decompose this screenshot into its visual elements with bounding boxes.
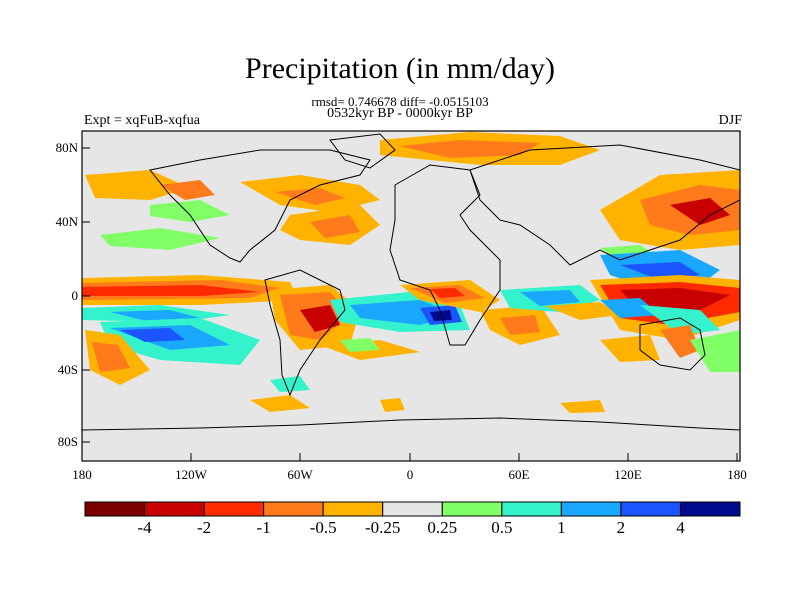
anomaly-patch (250, 395, 310, 412)
x-tick-label: 60E (508, 467, 530, 482)
anomaly-patch (430, 310, 452, 321)
anomaly-patch (275, 188, 345, 205)
y-tick-label: 40N (55, 214, 78, 229)
australia-outline (639, 317, 706, 371)
anomaly-patch (670, 198, 730, 225)
map-title: Precipitation (in mm/day) (245, 52, 555, 85)
axis-ticks (81, 147, 738, 461)
colorbar-label: -0.5 (309, 518, 337, 537)
x-tick-label: 120W (175, 467, 207, 482)
anomaly-patch (660, 325, 700, 358)
colorbar-swatch (382, 501, 443, 517)
precipitation-anomalies (82, 132, 740, 413)
south-america-outline (264, 269, 346, 397)
north-america-outline (149, 149, 371, 263)
anomaly-patch (545, 302, 620, 320)
anomaly-patch (400, 140, 540, 158)
x-tick-label: 60W (287, 467, 313, 482)
experiment-label: Expt = xqFuB-xqfua (84, 113, 200, 128)
season-label: DJF (718, 113, 742, 128)
colorbar-swatch (441, 501, 503, 517)
anomaly-patch (640, 305, 720, 335)
anomaly-patch (92, 342, 130, 372)
colorbar-label: 2 (616, 518, 626, 537)
colorbar-swatch (84, 501, 146, 517)
anomaly-patch (120, 328, 185, 342)
anomaly-patch (310, 215, 360, 238)
colorbar-label: -0.25 (365, 518, 401, 537)
anomaly-patch (560, 400, 605, 413)
stats-subtitle: rmsd= 0.746678 diff= -0.0515103 (311, 94, 489, 109)
colorbar-label: 0.25 (427, 518, 458, 537)
x-tick-label: 120E (614, 467, 642, 482)
x-tick-label: 180 (72, 467, 92, 482)
colorbar-label: 4 (676, 518, 685, 537)
y-tick-label: 40S (57, 362, 78, 377)
anomaly-patch (85, 170, 190, 200)
x-tick-label: 180 (727, 467, 747, 482)
asia-outline (469, 144, 740, 266)
colorbar-label: -4 (137, 518, 152, 537)
anomaly-patch (160, 180, 215, 200)
colorbar-swatch (144, 501, 205, 517)
colorbar-swatch (620, 501, 681, 517)
anomaly-patch (600, 298, 660, 318)
y-tick-label: 80S (57, 434, 78, 449)
continent-outlines (82, 133, 740, 431)
colorbar-swatch (203, 501, 265, 517)
greenland-outline (329, 133, 396, 169)
colorbar-swatch (679, 501, 741, 517)
colorbar (84, 501, 741, 517)
anomaly-patch (300, 305, 340, 332)
x-tick-label: 0 (406, 467, 414, 482)
colorbar-swatch (322, 501, 384, 517)
anomaly-patch (340, 338, 380, 352)
y-tick-label: 80N (55, 140, 78, 155)
colorbar-label: 0.5 (491, 518, 513, 537)
anomaly-patch (520, 290, 580, 306)
anomaly-patch (380, 398, 405, 412)
colorbar-label: 1 (557, 518, 566, 537)
anomaly-patch (150, 200, 230, 222)
anomaly-patch (600, 335, 660, 362)
antarctica-outline (82, 417, 740, 431)
europe-africa-outline (389, 164, 501, 346)
anomaly-patch (100, 228, 220, 250)
anomaly-patch (270, 376, 310, 392)
period-subtitle: 0532kyr BP - 0000kyr BP (327, 106, 473, 121)
anomaly-patch (430, 288, 465, 298)
colorbar-swatch (560, 501, 622, 517)
colorbar-swatch (501, 501, 562, 517)
anomaly-patch (500, 315, 540, 335)
colorbar-label: -2 (196, 518, 212, 537)
colorbar-swatch (263, 501, 324, 517)
anomaly-patch (82, 285, 260, 296)
colorbar-label: -1 (256, 518, 271, 537)
y-tick-label: 0 (71, 288, 79, 303)
